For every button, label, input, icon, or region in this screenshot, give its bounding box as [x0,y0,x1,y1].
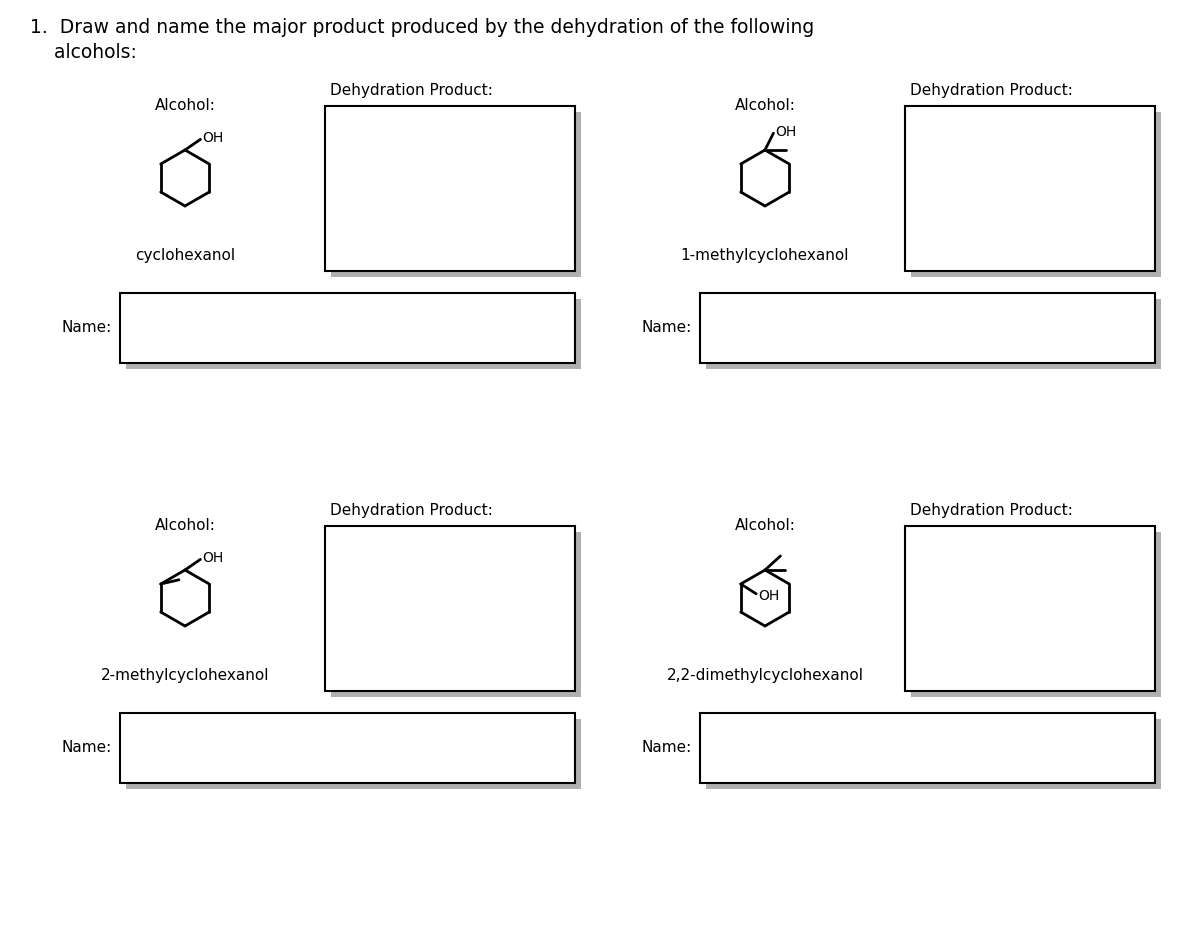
Bar [325,526,575,691]
Text: 1-methylcyclohexanol: 1-methylcyclohexanol [680,248,850,263]
Text: Name:: Name: [642,740,692,755]
Bar [126,719,581,789]
Bar [905,106,1154,271]
Bar [911,112,1162,277]
Text: cyclohexanol: cyclohexanol [134,248,235,263]
Text: OH: OH [203,552,223,566]
Text: alcohols:: alcohols: [30,43,137,62]
Bar [911,532,1162,697]
Text: 2,2-dimethylcyclohexanol: 2,2-dimethylcyclohexanol [666,668,864,683]
Bar [700,293,1154,363]
Bar [120,713,575,783]
Text: Name:: Name: [61,321,112,336]
Bar [706,299,1162,369]
Text: Dehydration Product:: Dehydration Product: [910,83,1073,98]
Text: Alcohol:: Alcohol: [155,98,216,113]
Text: Alcohol:: Alcohol: [734,98,796,113]
Text: Dehydration Product:: Dehydration Product: [910,503,1073,518]
Text: 2-methylcyclohexanol: 2-methylcyclohexanol [101,668,269,683]
Text: OH: OH [758,588,780,603]
Text: OH: OH [775,125,797,140]
Bar [331,112,581,277]
Bar [700,713,1154,783]
Text: OH: OH [203,131,223,145]
Bar [126,299,581,369]
Bar [331,532,581,697]
Text: Dehydration Product:: Dehydration Product: [330,503,493,518]
Text: Alcohol:: Alcohol: [155,518,216,533]
Bar [120,293,575,363]
Text: Name:: Name: [642,321,692,336]
Text: 1.  Draw and name the major product produced by the dehydration of the following: 1. Draw and name the major product produ… [30,18,815,37]
Text: Name:: Name: [61,740,112,755]
Bar [905,526,1154,691]
Text: Alcohol:: Alcohol: [734,518,796,533]
Bar [325,106,575,271]
Text: Dehydration Product:: Dehydration Product: [330,83,493,98]
Bar [706,719,1162,789]
